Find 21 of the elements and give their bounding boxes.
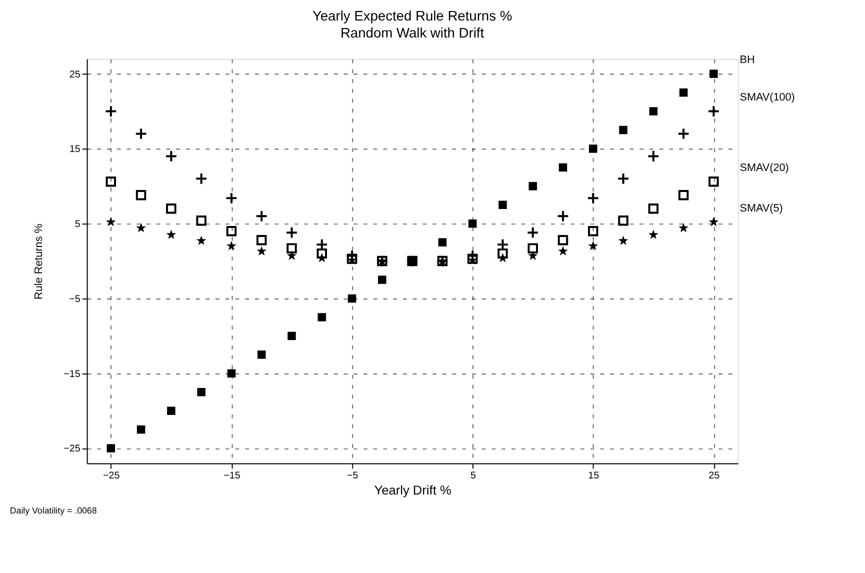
chart-title: Yearly Expected Rule Returns % (312, 8, 512, 24)
text: BH (740, 54, 755, 66)
y-axis-title: Rule Returns % (32, 223, 45, 300)
x-axis-title: Yearly Drift % (374, 482, 452, 498)
y-tick-label: 25 (69, 69, 81, 80)
x-tick-label: 25 (708, 470, 720, 482)
text: SMAV(5) (740, 202, 783, 214)
text: SMAV(20) (740, 162, 789, 174)
x-tick-label: 5 (470, 470, 476, 482)
y-tick-label: −5 (69, 294, 81, 305)
y-tick-label: −25 (64, 444, 81, 455)
x-tick-label: 15 (588, 470, 600, 482)
x-tick-label: −15 (224, 470, 241, 482)
text: SMAV(100) (740, 91, 795, 104)
text: Daily Volatility = .0068 (10, 506, 97, 516)
y-tick-label: 15 (69, 144, 81, 156)
y-tick-label: −15 (64, 368, 81, 380)
x-tick-label: −25 (103, 470, 120, 482)
y-tick-label: 5 (74, 219, 81, 230)
chart-subtitle: Random Walk with Drift (340, 25, 484, 40)
x-tick-label: −5 (346, 470, 359, 482)
